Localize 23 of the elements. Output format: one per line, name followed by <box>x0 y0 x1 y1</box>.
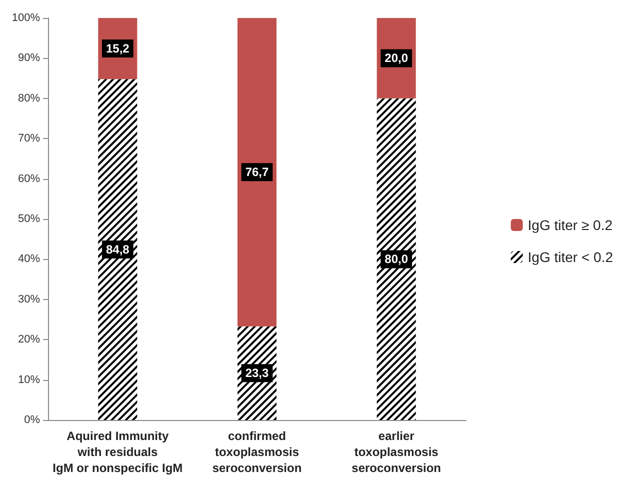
data-label: 84,8 <box>106 242 130 257</box>
x-tick-label: confirmed toxoplasmosis seroconversion <box>212 429 302 475</box>
data-label: 80,0 <box>384 252 408 266</box>
y-tick-label: 100% <box>12 12 40 24</box>
data-label: 76,7 <box>245 165 269 180</box>
data-label: 20,0 <box>384 51 408 66</box>
legend-label: IgG titer ≥ 0.2 <box>528 217 613 233</box>
y-tick-label: 20% <box>18 334 40 346</box>
x-tick-label: earlier toxoplasmosis seroconversion <box>352 429 442 475</box>
y-tick-label: 80% <box>18 92 40 104</box>
data-label: 15,2 <box>106 42 130 56</box>
y-tick-label: 70% <box>18 132 40 145</box>
x-tick-label: Aquired Immunity with residuals IgM or nonspecific IgM <box>52 429 183 475</box>
y-tick-label: 60% <box>18 172 40 185</box>
y-tick-label: 30% <box>18 293 40 306</box>
y-tick-label: 0% <box>24 414 40 426</box>
y-tick-label: 10% <box>18 374 40 386</box>
y-tick-label: 40% <box>18 253 40 266</box>
y-tick-label: 90% <box>18 52 40 64</box>
y-tick-label: 50% <box>18 213 40 225</box>
bar <box>237 18 277 326</box>
data-label: 23,3 <box>245 366 269 380</box>
legend-label: IgG titer < 0.2 <box>528 249 614 265</box>
